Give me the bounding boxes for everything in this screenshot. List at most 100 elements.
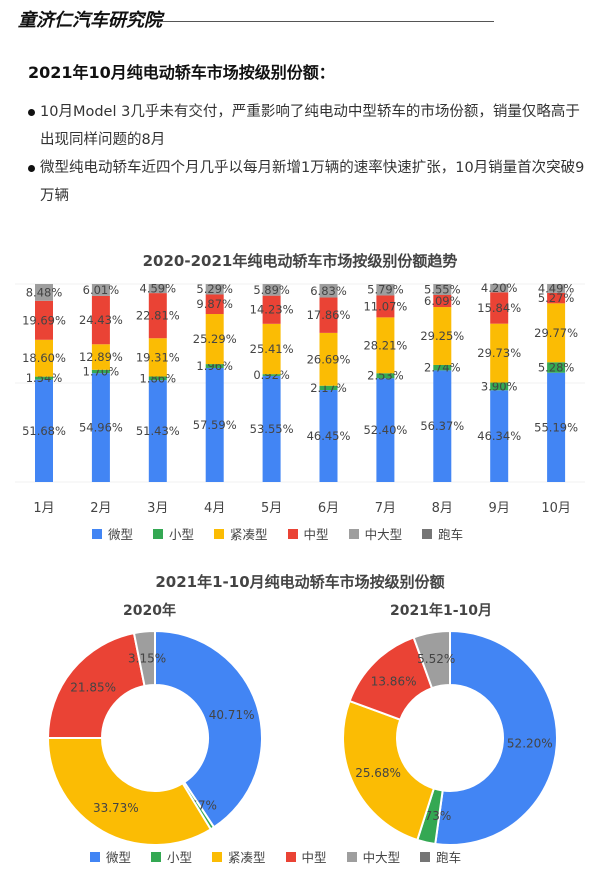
bar-value-label: 5.27%	[538, 291, 575, 305]
bar-value-label: 1.54%	[26, 371, 63, 385]
bar-value-label: 29.73%	[477, 346, 521, 360]
donut-value-label: 33.73%	[93, 801, 139, 815]
bar-group: 52.40% 2.53% 28.21% 11.07% 5.79%	[363, 283, 407, 482]
legend-swatch-icon	[151, 851, 162, 862]
bar-value-label: 5.79%	[367, 283, 404, 297]
legend-item[interactable]: 跑车	[422, 524, 463, 543]
x-axis-label: 1月	[33, 501, 54, 516]
bar-segment	[205, 294, 224, 315]
bar-chart-title: 2020-2021年纯电动轿车市场按级别份额趋势	[142, 252, 458, 270]
x-axis-label: 8月	[432, 501, 453, 516]
legend-label: 跑车	[436, 850, 462, 865]
bar-segment	[91, 373, 110, 482]
legend-label: 紧凑型	[230, 527, 268, 542]
legend-item[interactable]: 紧凑型	[212, 847, 266, 866]
bar-value-label: 14.23%	[250, 303, 294, 317]
legend-item[interactable]: 微型	[90, 847, 131, 866]
bar-group: 46.34% 3.90% 29.73% 15.84% 4.20%	[477, 281, 521, 482]
donut-value-label: 13.86%	[371, 674, 417, 688]
donut-slice	[154, 629, 263, 829]
legend-item[interactable]: 中大型	[348, 524, 402, 543]
bar-segment	[433, 294, 452, 308]
donut-value-label: 3.15%	[128, 651, 166, 665]
bar-segment	[91, 344, 110, 370]
bar-segment	[262, 375, 281, 482]
bar-segment	[547, 372, 566, 482]
bar-value-label: 56.37%	[420, 419, 464, 433]
bar-value-label: 5.89%	[253, 283, 290, 297]
donut-slice	[342, 699, 436, 842]
bar-value-label: 1.96%	[196, 359, 233, 373]
bar-segment	[547, 284, 566, 293]
bar-segment	[490, 292, 509, 324]
donut-value-label: 21.85%	[70, 680, 116, 694]
bar-value-label: 4.49%	[538, 281, 575, 295]
legend-item[interactable]: 小型	[151, 847, 192, 866]
bar-value-label: 8.48%	[26, 285, 63, 299]
legend-label: 微型	[108, 527, 134, 542]
bullet-item: 微型纯电动轿车近四个月几乎以每月新增1万辆的速率快速扩张，10月销量首次突破9万…	[28, 154, 588, 210]
bar-value-label: 5.55%	[424, 282, 461, 296]
bar-segment	[35, 300, 53, 340]
brand-divider	[157, 21, 494, 22]
legend-label: 中型	[303, 527, 329, 542]
legend-item[interactable]: 微型	[92, 524, 133, 543]
bullet-list: 10月Model 3几乎未有交付，严重影响了纯电动中型轿车的市场份额，销量仅略高…	[28, 98, 588, 210]
legend-item[interactable]: 中型	[287, 524, 329, 543]
donut-section-title: 2021年1-10月纯电动轿车市场按级别份额	[155, 573, 445, 591]
bar-segment	[319, 385, 338, 391]
legend-swatch-icon	[92, 528, 102, 539]
bar-segment	[205, 367, 224, 482]
bar-segment	[262, 323, 281, 375]
donut-left-title: 2020年	[123, 603, 176, 619]
bar-segment	[376, 284, 395, 296]
legend-item[interactable]: 中大型	[346, 847, 400, 866]
bar-value-label: 2.53%	[367, 369, 404, 383]
bar-value-label: 9.87%	[196, 297, 233, 311]
bar-segment	[376, 317, 395, 374]
legend-label: 紧凑型	[228, 850, 266, 865]
bar-value-label: 53.55%	[250, 422, 294, 436]
donut-value-label: 5.52%	[417, 652, 455, 666]
bar-value-label: 19.31%	[136, 350, 180, 364]
bar-value-label: 46.45%	[307, 429, 351, 443]
legend-label: 跑车	[438, 527, 464, 542]
donut-value-label: 40.71%	[209, 708, 255, 722]
legend-swatch-icon	[346, 851, 357, 862]
bar-value-label: 54.96%	[79, 421, 123, 435]
bar-chart-legend: 微型 小型 紧凑型 中型 中大型 跑车	[92, 524, 483, 543]
bar-segment	[148, 338, 167, 377]
bullet-dot-icon	[28, 165, 35, 172]
bar-segment	[205, 284, 224, 295]
legend-swatch-icon	[153, 528, 164, 539]
bar-value-label: 15.84%	[477, 301, 521, 315]
bar-segment	[35, 284, 53, 301]
legend-item[interactable]: 跑车	[420, 847, 461, 866]
bar-value-label: 3.90%	[481, 379, 518, 393]
bar-value-label: 25.41%	[250, 342, 294, 356]
bar-segment	[35, 339, 53, 377]
x-axis-label: 6月	[318, 501, 339, 516]
bar-segment	[376, 295, 395, 318]
legend-item[interactable]: 紧凑型	[214, 524, 268, 543]
donut-slice	[412, 629, 451, 690]
bar-segment	[148, 293, 167, 339]
stacked-bar-chart: 51.68% 1.54% 18.60% 19.69% 8.48% 1月 54.96% 1.70…	[15, 281, 585, 516]
bar-segment	[547, 292, 566, 304]
legend-item[interactable]: 小型	[153, 524, 194, 543]
bar-value-label: 11.07%	[363, 299, 407, 313]
bar-value-label: 24.43%	[79, 313, 123, 327]
bullet-text: 微型纯电动轿车近四个月几乎以每月新增1万辆的速率快速扩张，10月销量首次突破9万…	[40, 160, 585, 204]
donut-slice	[46, 631, 146, 739]
bar-segment	[490, 284, 509, 293]
bar-segment	[91, 295, 110, 345]
x-axis-label: 3月	[147, 501, 168, 516]
bar-value-label: 52.40%	[363, 423, 407, 437]
bar-segment	[148, 376, 167, 381]
donut-slice	[434, 629, 558, 846]
bar-value-label: 6.09%	[424, 294, 461, 308]
bar-segment	[205, 314, 224, 365]
bullet-item: 10月Model 3几乎未有交付，严重影响了纯电动中型轿车的市场份额，销量仅略高…	[28, 98, 588, 154]
bar-segment	[262, 295, 281, 324]
legend-item[interactable]: 中型	[285, 847, 327, 866]
